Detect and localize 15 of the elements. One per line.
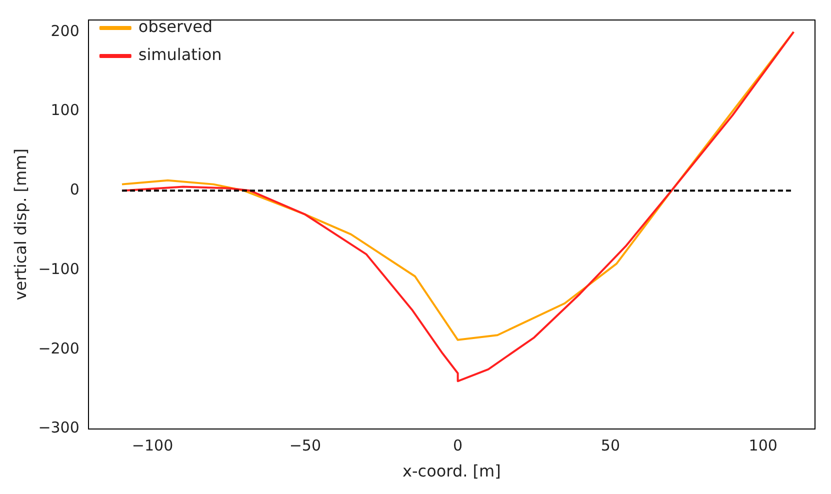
x-tick-label: 100 [748, 436, 778, 455]
y-tick-label: −300 [38, 418, 80, 437]
x-axis-title: x-coord. [m] [402, 462, 501, 481]
y-tick-label: 200 [50, 22, 80, 40]
x-tick-label: −50 [289, 436, 321, 455]
x-tick-label: 50 [600, 436, 620, 455]
x-tick-label: 0 [453, 436, 463, 455]
y-tick-label: −200 [38, 339, 80, 358]
x-tick-label: −100 [132, 436, 174, 455]
y-tick-label: 100 [50, 101, 80, 120]
y-axis-title: vertical disp. [mm] [10, 148, 30, 300]
y-tick-label: −100 [38, 260, 80, 278]
y-tick-label: 0 [70, 180, 80, 199]
legend-label: observed [138, 17, 213, 36]
legend-label: simulation [138, 45, 222, 64]
